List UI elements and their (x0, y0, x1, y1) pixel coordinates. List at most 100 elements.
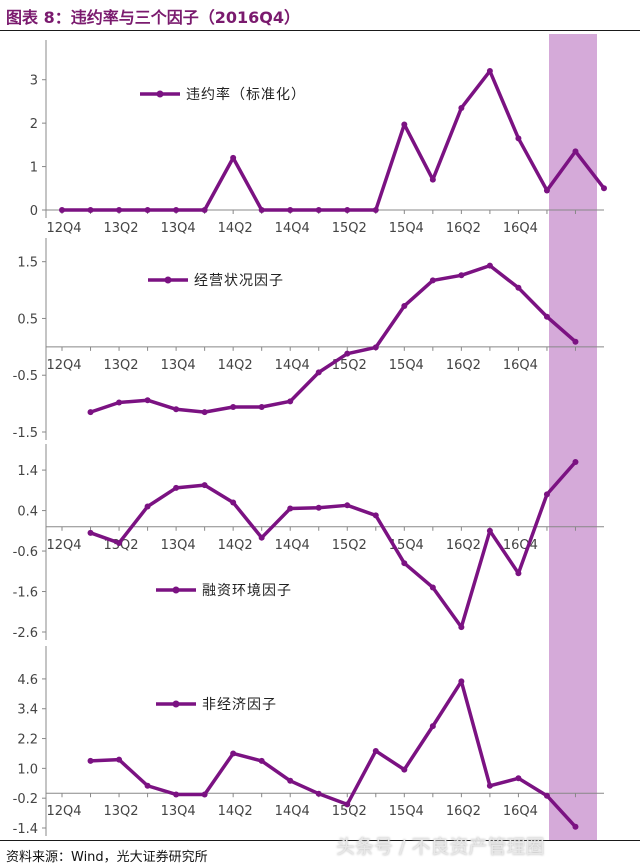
series-point (315, 504, 322, 511)
series-point (515, 570, 522, 577)
series-point (543, 792, 550, 799)
series-point (372, 344, 379, 351)
x-tick-label: 15Q4 (389, 358, 424, 373)
series-point (287, 505, 294, 512)
series-point (572, 823, 579, 830)
series-point (515, 284, 522, 291)
x-tick-label: 15Q2 (332, 221, 367, 236)
series-point (258, 534, 265, 541)
series-point (543, 313, 550, 320)
series-point (458, 624, 465, 631)
y-tick-label: 0.4 (17, 505, 38, 520)
series-point (401, 302, 408, 309)
chart-panel-2: -1.5 -0.5 0.5 1.5 12Q4 13Q2 13Q4 14Q2 14Q4 15Q2 15… (13, 238, 604, 441)
series-point (144, 207, 151, 213)
series-point (372, 747, 379, 754)
series-point (59, 207, 65, 213)
series-point (486, 782, 493, 789)
series-point (315, 369, 322, 376)
series-point (230, 404, 237, 411)
x-tick-label: 13Q4 (161, 221, 196, 236)
series-point (230, 750, 237, 757)
y-tick-label: 4.6 (17, 673, 38, 688)
series-point (486, 527, 493, 534)
series-point (87, 409, 94, 416)
series-point (116, 756, 123, 763)
series-point (372, 512, 379, 519)
y-tick-label: 2.2 (17, 733, 38, 748)
series-point (116, 399, 123, 406)
x-tick-label: 16Q2 (446, 804, 481, 819)
y-tick-label: 3 (30, 74, 38, 89)
x-tick-label: 16Q4 (503, 804, 538, 819)
y-tick-label: 1.5 (17, 256, 38, 271)
x-tick-label: 16Q2 (446, 221, 481, 236)
x-tick-label: 14Q2 (218, 221, 253, 236)
x-tick-label: 13Q2 (104, 221, 139, 236)
series-point (201, 791, 208, 798)
x-tick-label: 15Q4 (389, 804, 424, 819)
x-tick-label: 15Q2 (332, 538, 367, 553)
series-point (287, 207, 294, 213)
series-point (486, 68, 493, 75)
y-tick-label: 2 (30, 117, 38, 132)
x-tick-label: 13Q4 (161, 804, 196, 819)
series-point (144, 503, 151, 510)
x-tick-label: 12Q4 (46, 221, 81, 236)
series-point (315, 207, 322, 213)
series-point (116, 539, 123, 546)
y-tick-label: 1.0 (17, 762, 38, 777)
source-note: 资料来源：Wind，光大证券研究所 (6, 850, 208, 865)
series-point (201, 207, 208, 213)
series-point (230, 154, 237, 161)
legend-label: 违约率（标准化） (186, 86, 306, 103)
legend-label: 非经济因子 (202, 697, 277, 713)
series-point (344, 801, 351, 808)
series-point (87, 529, 94, 536)
y-tick-label: -1.5 (13, 426, 38, 441)
series-line (89, 460, 577, 629)
series-point (173, 207, 180, 213)
series-point (458, 104, 465, 111)
x-tick-label: 16Q4 (503, 358, 538, 373)
legend-marker (172, 586, 180, 594)
series-point (287, 398, 294, 405)
y-tick-label: -0.2 (13, 792, 38, 807)
series-point (201, 482, 208, 489)
y-tick-label: -1.6 (13, 586, 38, 601)
chart-panel-1: 0 1 2 3 12Q4 13Q2 13Q4 14Q2 14Q4 15Q2 15Q4 16Q2 16Q4… (30, 40, 607, 236)
series-point (486, 262, 493, 269)
figure-title: 图表 8：违约率与三个因子（2016Q4） (6, 8, 300, 27)
series-point (401, 121, 408, 128)
series-point (572, 338, 579, 345)
series-point (401, 560, 408, 567)
y-tick-label: -1.4 (13, 822, 38, 837)
series-point (429, 277, 436, 284)
series-point (401, 766, 408, 773)
x-tick-label: 16Q4 (503, 538, 538, 553)
y-tick-label: 3.4 (17, 703, 38, 718)
series-point (543, 491, 550, 498)
x-tick-label: 14Q2 (218, 538, 253, 553)
series-point (344, 207, 351, 213)
source-divider (0, 840, 640, 841)
y-tick-label: -0.6 (13, 545, 38, 560)
y-tick-label: 0 (30, 204, 38, 219)
x-tick-label: 14Q4 (275, 538, 310, 553)
series-point (458, 678, 465, 685)
series-point (144, 397, 151, 404)
x-tick-label: 13Q2 (104, 804, 139, 819)
series-point (429, 176, 436, 183)
series-point (258, 404, 265, 411)
series-point (201, 409, 208, 416)
series-line (89, 263, 577, 414)
x-tick-label: 15Q2 (332, 804, 367, 819)
series-point (458, 272, 465, 279)
series-point (572, 459, 579, 465)
series-point (344, 502, 351, 509)
x-tick-label: 12Q4 (46, 358, 81, 373)
x-tick-label: 12Q4 (46, 804, 81, 819)
x-tick-label: 13Q4 (161, 358, 196, 373)
series-point (258, 207, 265, 213)
